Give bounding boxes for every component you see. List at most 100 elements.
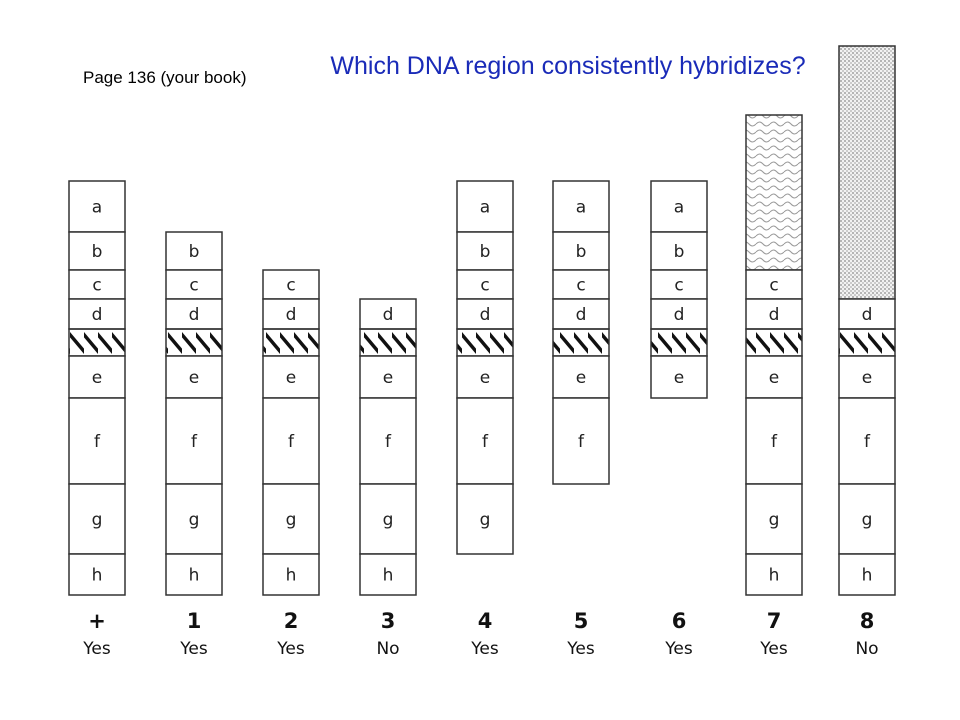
column-4: a bcd e f g 4 Yes xyxy=(456,180,514,659)
hybridizing-region xyxy=(838,328,896,357)
segment-e xyxy=(359,355,417,399)
column-7: cd e f g h 7 Yes xyxy=(745,114,803,659)
segment-b xyxy=(68,231,126,271)
hybridization-result: Yes xyxy=(759,639,788,659)
segment-label: h xyxy=(862,566,873,586)
segment-label: e xyxy=(862,368,872,388)
segment-h xyxy=(165,553,223,596)
segment-label: c xyxy=(576,276,585,296)
segment-label: b xyxy=(674,242,685,262)
column-5: a bcd e f 5 Yes xyxy=(552,180,610,659)
column-2: cd e f g h 2 Yes xyxy=(262,269,320,659)
segment-label: c xyxy=(286,276,295,296)
segment-label: e xyxy=(674,368,684,388)
segment-label: e xyxy=(286,368,296,388)
segment-e xyxy=(262,355,320,399)
hybridizing-region xyxy=(68,328,126,357)
segment-label: e xyxy=(576,368,586,388)
column-+: a bcd e f g h + Yes xyxy=(68,180,126,659)
segment-label: c xyxy=(189,276,198,296)
segment-e xyxy=(838,355,896,399)
segment-e xyxy=(165,355,223,399)
segment-a xyxy=(68,180,126,233)
segment-e xyxy=(745,355,803,399)
segment-label: d xyxy=(862,305,873,325)
hybridizing-region xyxy=(456,328,514,357)
segment-label: f xyxy=(771,432,778,452)
segment-label: h xyxy=(286,566,297,586)
segment-h xyxy=(838,553,896,596)
segment-b xyxy=(165,231,223,271)
segment-label: a xyxy=(92,198,102,218)
segment-g xyxy=(262,483,320,555)
segment-label: d xyxy=(189,305,200,325)
segment-label: d xyxy=(92,305,103,325)
hybridization-result: No xyxy=(376,639,399,659)
segment-label: d xyxy=(383,305,394,325)
segment-label: d xyxy=(480,305,491,325)
segment-label: c xyxy=(674,276,683,296)
segment-label: h xyxy=(92,566,103,586)
column-1: bcd e f g h 1 Yes xyxy=(165,231,223,659)
page-title: Which DNA region consistently hybridizes… xyxy=(330,52,806,80)
hybridizing-region xyxy=(165,328,223,357)
segment-label: f xyxy=(578,432,585,452)
segment-label: e xyxy=(383,368,393,388)
foreign-dna-wavy xyxy=(745,114,803,271)
segment-label: b xyxy=(480,242,491,262)
segment-label: d xyxy=(674,305,685,325)
segment-g xyxy=(165,483,223,555)
segment-label: e xyxy=(769,368,779,388)
segment-label: c xyxy=(480,276,489,296)
segment-h xyxy=(262,553,320,596)
segment-d xyxy=(745,298,803,330)
segment-b xyxy=(552,231,610,271)
segment-label: d xyxy=(769,305,780,325)
column-number: 6 xyxy=(672,609,687,633)
hybridization-result: Yes xyxy=(566,639,595,659)
segment-c xyxy=(456,269,514,300)
segment-label: f xyxy=(864,432,871,452)
segment-e xyxy=(456,355,514,399)
segment-label: g xyxy=(769,510,780,530)
segment-label: h xyxy=(383,566,394,586)
segment-h xyxy=(745,553,803,596)
segment-f xyxy=(456,397,514,485)
segment-label: g xyxy=(383,510,394,530)
segment-label: c xyxy=(92,276,101,296)
column-8: d e f g h 8 No xyxy=(838,45,896,659)
segment-label: a xyxy=(674,198,684,218)
segment-d xyxy=(552,298,610,330)
segment-f xyxy=(165,397,223,485)
segment-g xyxy=(456,483,514,555)
hybridizing-region xyxy=(552,328,610,357)
segment-label: b xyxy=(576,242,587,262)
segment-g xyxy=(359,483,417,555)
segment-label: c xyxy=(769,276,778,296)
column-number: 2 xyxy=(284,609,299,633)
hybridization-result: Yes xyxy=(664,639,693,659)
segment-d xyxy=(838,298,896,330)
hybridizing-region xyxy=(359,328,417,357)
segment-label: a xyxy=(576,198,586,218)
segment-d xyxy=(262,298,320,330)
segment-label: g xyxy=(480,510,491,530)
segment-g xyxy=(838,483,896,555)
column-number: + xyxy=(88,609,106,633)
segment-label: a xyxy=(480,198,490,218)
segment-label: d xyxy=(286,305,297,325)
hybridization-result: Yes xyxy=(179,639,208,659)
segment-label: b xyxy=(189,242,200,262)
segment-label: g xyxy=(862,510,873,530)
segment-label: d xyxy=(576,305,587,325)
column-number: 1 xyxy=(187,609,202,633)
segment-label: f xyxy=(288,432,295,452)
hybridization-result: Yes xyxy=(82,639,111,659)
hybridizing-region xyxy=(745,328,803,357)
column-number: 7 xyxy=(767,609,782,633)
segment-h xyxy=(359,553,417,596)
segment-f xyxy=(262,397,320,485)
segment-label: f xyxy=(94,432,101,452)
hybridizing-region xyxy=(650,328,708,357)
